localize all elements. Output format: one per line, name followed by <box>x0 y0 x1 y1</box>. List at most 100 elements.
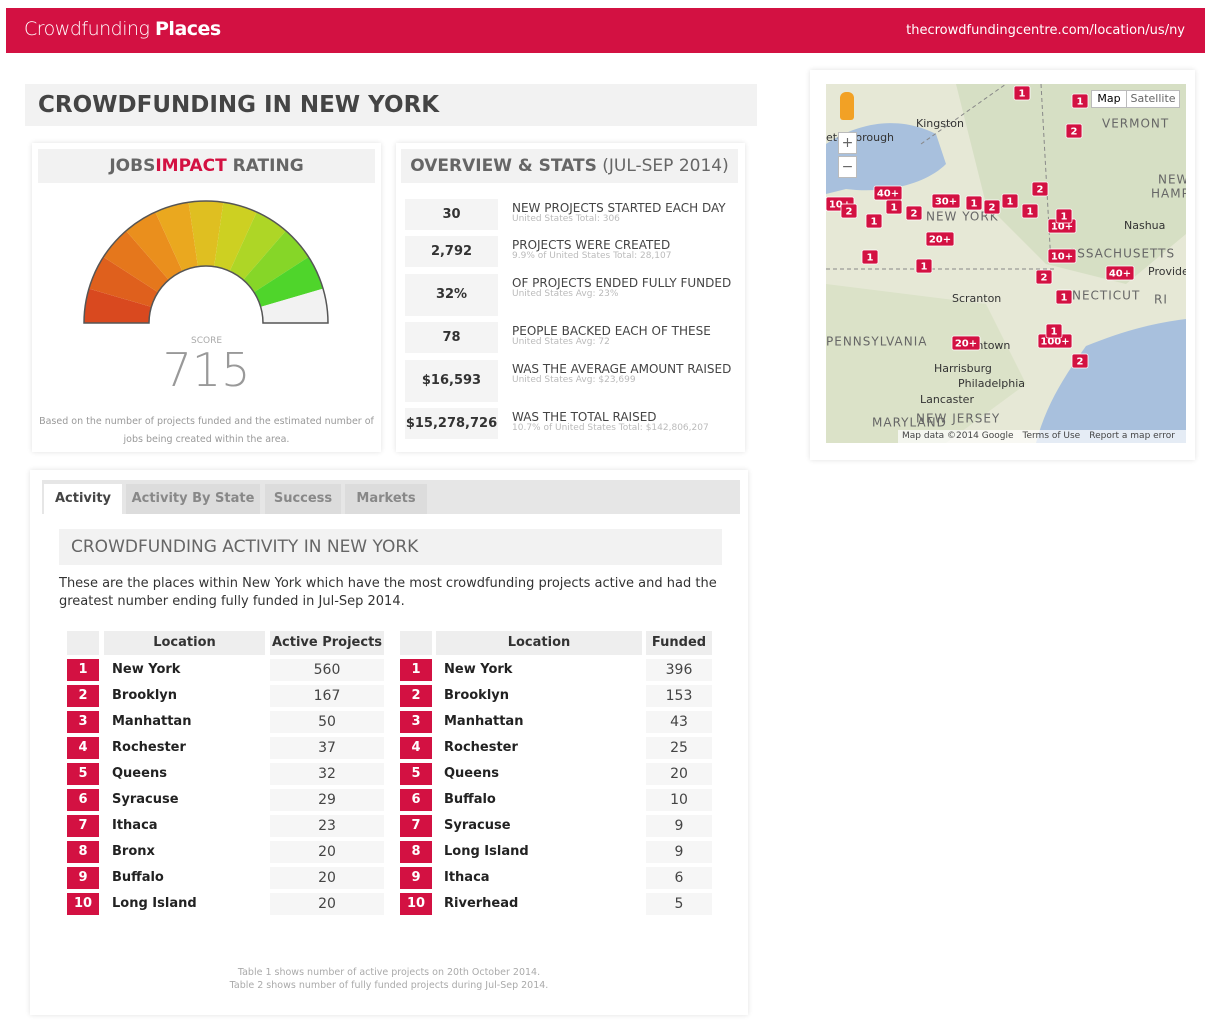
pegman[interactable] <box>840 92 854 120</box>
zoom-button[interactable]: + <box>838 132 857 154</box>
map-marker-label: 2 <box>911 209 918 220</box>
stat-sub: United States Avg: $23,699 <box>512 375 636 385</box>
gauge <box>83 200 329 324</box>
count: 20 <box>270 841 384 863</box>
location: New York <box>112 662 181 677</box>
table-header-blank <box>67 631 99 655</box>
place-label: VERMONT <box>1102 117 1169 131</box>
place-label: Providen <box>1148 265 1186 278</box>
map-marker <box>915 258 933 274</box>
brand[interactable]: Crowdfunding Places <box>24 18 221 40</box>
map-marker-label: 2 <box>1071 127 1078 138</box>
gauge-segment <box>126 212 183 280</box>
overview-period: (JUL-SEP 2014) <box>602 156 729 176</box>
rank: 6 <box>67 789 99 811</box>
count: 23 <box>270 815 384 837</box>
stat-value: 2,792 <box>405 236 498 267</box>
map-marker <box>1065 123 1083 139</box>
location: Long Island <box>112 896 197 911</box>
rank: 9 <box>67 867 99 889</box>
map-marker-label: 1 <box>1019 89 1026 100</box>
count: 50 <box>270 711 384 733</box>
place-label: NEW <box>1158 173 1186 187</box>
map-marker-label: 2 <box>1077 357 1084 368</box>
stat-text: OF PROJECTS ENDED FULLY FUNDED United Sta… <box>512 277 737 299</box>
stat-sub: United States Total: 306 <box>512 214 620 224</box>
map-marker <box>1071 353 1089 369</box>
place-label: Harrisburg <box>934 362 992 375</box>
rank: 10 <box>67 893 99 915</box>
map-marker <box>951 335 981 351</box>
count: 560 <box>270 659 384 681</box>
map-marker-label: 1 <box>867 253 874 264</box>
place-label: MARYLAND <box>872 416 947 430</box>
footnote: Table 2 shows number of fully funded pro… <box>229 980 549 991</box>
gauge-segment <box>243 230 309 293</box>
map-footer-item[interactable]: Report a map error <box>1089 431 1175 441</box>
count: 32 <box>270 763 384 785</box>
gauge-segment <box>188 200 224 267</box>
gauge-segment <box>214 202 257 272</box>
location: Manhattan <box>112 714 192 729</box>
map-type-button[interactable]: Satellite <box>1126 90 1180 108</box>
map-marker <box>1035 269 1053 285</box>
zoom-button[interactable]: − <box>838 156 857 178</box>
map-marker-label: 1 <box>871 217 878 228</box>
tab[interactable]: Activity <box>44 484 122 514</box>
location: Buffalo <box>444 792 496 807</box>
map-panel: Kingston VERMONT NEWHAMPSHI Nashua ASSACHUSE… <box>810 70 1195 460</box>
map-marker <box>1055 289 1073 305</box>
rank: 7 <box>67 815 99 837</box>
place-label: Lancaster <box>920 393 974 406</box>
map-marker-label: 10+ <box>1051 222 1073 233</box>
stat-text: PEOPLE BACKED EACH OF THESE United States… <box>512 325 737 347</box>
count: 167 <box>270 685 384 707</box>
rank: 3 <box>400 711 432 733</box>
score-label: SCORE <box>190 336 223 346</box>
map-marker <box>983 199 1001 215</box>
stat-text: PROJECTS WERE CREATED 9.9% of United Stat… <box>512 239 737 261</box>
location: Ithaca <box>444 870 490 885</box>
map-marker <box>1031 181 1049 197</box>
place-label: Nashua <box>1124 219 1165 232</box>
map-marker-label: 2 <box>1041 273 1048 284</box>
stat-sub: United States Avg: 72 <box>512 337 610 347</box>
table-header: Location <box>436 631 642 655</box>
place-label: PENNSYLVANIA <box>826 335 927 349</box>
stat-label: PEOPLE BACKED EACH OF THESE <box>512 324 711 338</box>
terrain <box>826 284 1026 443</box>
location: Brooklyn <box>112 688 178 703</box>
rank: 7 <box>400 815 432 837</box>
gauge-segment <box>155 202 198 272</box>
gauge-segment <box>88 257 158 307</box>
table-header: Active Projects <box>270 631 384 655</box>
tab[interactable]: Success <box>265 484 341 514</box>
tab[interactable]: Markets <box>345 484 427 514</box>
map-marker <box>925 231 955 247</box>
location: Syracuse <box>444 818 511 833</box>
place-label: eterborough <box>826 131 894 144</box>
count: 20 <box>270 867 384 889</box>
rank: 4 <box>400 737 432 759</box>
rank: 9 <box>400 867 432 889</box>
place-label: Kingston <box>916 117 964 130</box>
count: 396 <box>646 659 712 681</box>
count: 37 <box>270 737 384 759</box>
map[interactable]: Kingston VERMONT NEWHAMPSHI Nashua ASSACHUSE… <box>826 84 1186 443</box>
count: 5 <box>646 893 712 915</box>
count: 25 <box>646 737 712 759</box>
count: 9 <box>646 841 712 863</box>
map-marker-label: 2 <box>846 207 853 218</box>
map-marker-label: 30+ <box>935 197 957 208</box>
map-footer-item[interactable]: Terms of Use <box>1022 431 1081 441</box>
place-label: RI <box>1154 293 1168 307</box>
map-marker-label: 1 <box>971 199 978 210</box>
brand-light: Crowdfunding <box>24 18 150 40</box>
place-label: Philadelphia <box>958 377 1025 390</box>
stat-label: OF PROJECTS ENDED FULLY FUNDED <box>512 276 732 290</box>
map-marker <box>965 195 983 211</box>
map-footer: Map data ©2014 Google Terms of Use Report … <box>898 430 1186 443</box>
rank: 3 <box>67 711 99 733</box>
map-type-button[interactable]: Map <box>1091 90 1127 108</box>
tab[interactable]: Activity By State <box>126 484 260 514</box>
